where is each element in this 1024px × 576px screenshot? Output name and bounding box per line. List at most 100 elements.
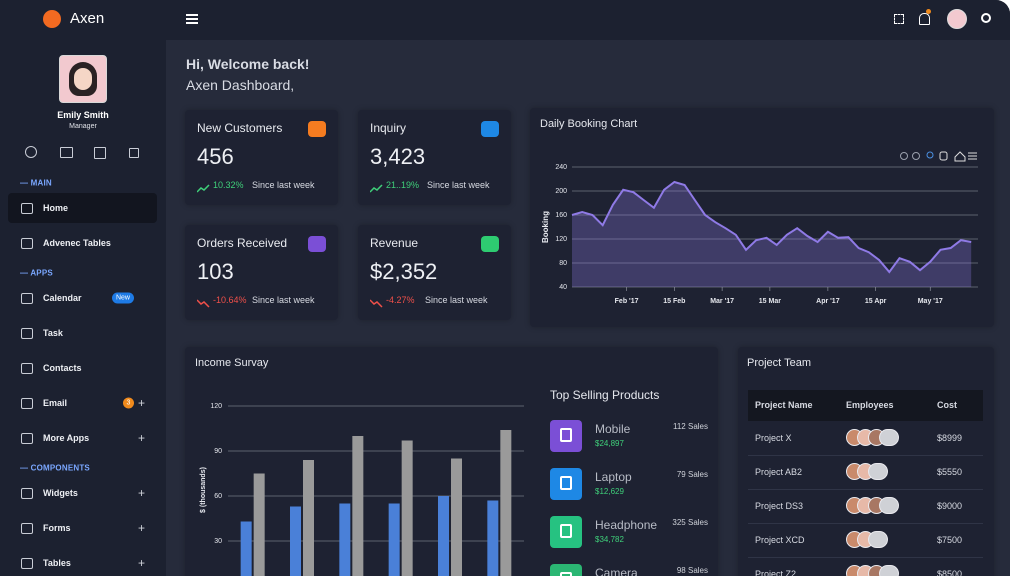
project-cost: $5550 — [937, 467, 963, 477]
more-avatars — [879, 565, 899, 576]
nav-icon — [21, 238, 33, 249]
product-icon — [550, 564, 582, 576]
mail-icon[interactable] — [60, 147, 73, 158]
nav-toggle[interactable]: + — [138, 431, 146, 445]
more-avatars — [868, 531, 888, 548]
bar — [451, 458, 462, 576]
stat-note: Since last week — [427, 180, 490, 190]
zoom-out[interactable] — [912, 152, 920, 160]
logo-icon[interactable] — [43, 10, 61, 28]
nav-toggle[interactable]: + — [138, 556, 146, 570]
stat-value: 103 — [197, 259, 234, 284]
nav-item[interactable]: Widgets + — [8, 478, 157, 508]
notification-dot — [926, 9, 931, 14]
project-name: Project Z2 — [755, 569, 797, 576]
lock-icon[interactable] — [129, 148, 139, 158]
brand[interactable]: Axen — [70, 10, 105, 27]
nav-icon — [21, 433, 33, 444]
more-avatars — [879, 429, 899, 446]
zoom-select[interactable] — [926, 151, 934, 159]
bar — [438, 496, 449, 576]
chart-menu[interactable] — [968, 152, 977, 160]
settings-icon[interactable] — [981, 13, 991, 23]
greeting-title: Hi, Welcome back! — [186, 56, 310, 72]
fullscreen-icon[interactable] — [894, 14, 904, 24]
table-header — [748, 390, 983, 421]
nav-badge: New — [112, 292, 134, 304]
bar — [352, 436, 364, 576]
project-cost: $8999 — [937, 433, 963, 443]
nav-icon — [21, 293, 33, 304]
product-name: Laptop — [595, 470, 632, 484]
bar — [487, 500, 499, 576]
nav-label: Tables — [43, 558, 71, 568]
stat-icon — [481, 236, 499, 252]
more-avatars — [868, 463, 888, 480]
nav-item[interactable]: Forms + — [8, 513, 157, 543]
nav-item[interactable]: Calendar New — [8, 283, 157, 313]
y-tick-label: 160 — [555, 212, 567, 219]
nav-item[interactable]: Contacts — [8, 353, 157, 383]
nav-label: Email — [43, 398, 68, 408]
table-row: Project XCD $7500 — [748, 523, 983, 558]
product-price: $24,897 — [595, 439, 624, 448]
nav-item[interactable]: Task — [8, 318, 157, 348]
profile-role: Manager — [69, 123, 97, 130]
pan[interactable] — [939, 151, 948, 161]
nav-toggle[interactable]: + — [138, 521, 146, 535]
x-tick-label: Apr '17 — [816, 298, 840, 305]
project-name: Project X — [755, 433, 792, 443]
stat-value: 456 — [197, 144, 234, 169]
stat-change: 10.32% — [213, 180, 244, 190]
nav-label: Forms — [43, 523, 71, 533]
nav-label: Home — [43, 203, 69, 213]
products-title: Top Selling Products — [550, 388, 660, 402]
nav-toggle[interactable]: + — [138, 486, 146, 500]
nav-icon — [21, 398, 33, 409]
bar — [240, 521, 252, 576]
more-avatars — [879, 497, 899, 514]
nav-item[interactable]: Tables + — [8, 548, 157, 576]
column-header: Employees — [846, 400, 894, 410]
user-avatar[interactable] — [947, 9, 967, 29]
topbar — [166, 0, 1010, 40]
menu-toggle[interactable] — [186, 14, 198, 16]
notification-icon[interactable] — [919, 13, 930, 25]
project-cost: $8500 — [937, 569, 963, 576]
nav-label: Advenec Tables — [43, 238, 111, 248]
x-tick-label: 15 Mar — [759, 298, 781, 305]
stat-card: Inquiry 3,423 21..19% Since last week — [358, 110, 511, 205]
x-tick-label: 15 Feb — [663, 298, 685, 305]
profile-photo[interactable] — [59, 55, 107, 103]
line — [571, 180, 972, 274]
y-axis-label: Booking — [541, 211, 550, 243]
reset[interactable] — [954, 151, 966, 162]
user-icon[interactable] — [25, 146, 37, 158]
nav-toggle[interactable]: + — [138, 396, 146, 410]
greeting-subtitle: Axen Dashboard, — [186, 77, 295, 93]
stat-value: 3,423 — [370, 144, 426, 169]
table-row: Project X $8999 — [748, 421, 983, 456]
y-tick-label: 60 — [214, 493, 222, 500]
zoom-in[interactable] — [900, 152, 908, 160]
nav-icon — [21, 523, 33, 534]
project-name: Project XCD — [755, 535, 805, 545]
nav-item[interactable]: Email 3 + — [8, 388, 157, 418]
nav-item[interactable]: More Apps + — [8, 423, 157, 453]
trend-icon — [369, 180, 383, 198]
project-name: Project DS3 — [755, 501, 804, 511]
table-row: Project AB2 $5550 — [748, 455, 983, 490]
stat-change: -10.64% — [213, 295, 247, 305]
project-cost: $9000 — [937, 501, 963, 511]
nav-item[interactable]: Advenec Tables — [8, 228, 157, 258]
chart-title: Daily Booking Chart — [540, 118, 637, 130]
stat-title: Inquiry — [370, 121, 407, 135]
product-name: Mobile — [595, 422, 631, 436]
bar — [339, 503, 351, 576]
nav-item[interactable]: Home — [8, 193, 157, 223]
table-row: Project Z2 $8500 — [748, 557, 983, 576]
calendar-icon[interactable] — [94, 147, 106, 159]
